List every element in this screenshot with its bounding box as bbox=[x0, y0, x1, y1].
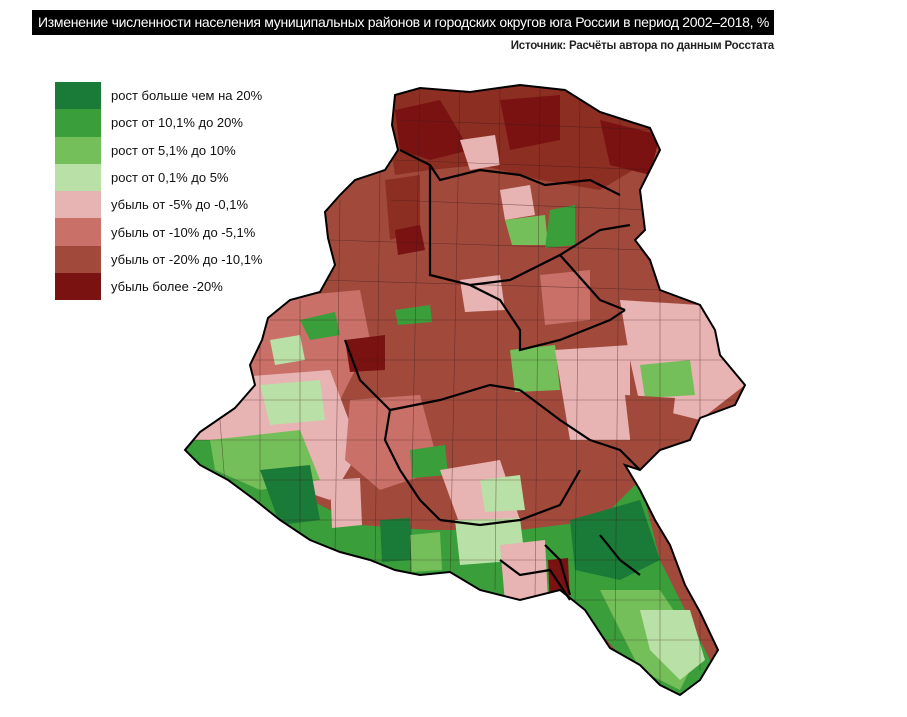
region-fill bbox=[640, 610, 705, 680]
region-fill bbox=[395, 100, 470, 160]
legend-item-growth-over-20: рост больше чем на 20% bbox=[55, 82, 263, 110]
region-fill bbox=[500, 95, 560, 150]
region-boundary bbox=[343, 339, 521, 412]
region-fill bbox=[330, 478, 362, 528]
region-boundary bbox=[559, 254, 626, 312]
region-boundary bbox=[439, 469, 581, 527]
region-boundary bbox=[383, 409, 441, 521]
legend-swatch bbox=[55, 218, 101, 246]
legend-item-growth-0-5: рост от 0,1% до 5% bbox=[55, 163, 263, 192]
region-boundary bbox=[519, 389, 641, 471]
region-fill bbox=[270, 335, 305, 365]
region-fill bbox=[260, 380, 325, 425]
region-boundary bbox=[499, 559, 571, 601]
region-fill bbox=[380, 518, 412, 562]
region-fill bbox=[510, 345, 560, 392]
region-boundary bbox=[399, 149, 621, 196]
region-fill bbox=[410, 532, 442, 572]
region-fill bbox=[345, 335, 385, 372]
legend-item-growth-10-20: рост от 10,1% до 20% bbox=[55, 109, 263, 137]
map-title: Изменение численности населения муниципа… bbox=[32, 10, 774, 35]
region-fill bbox=[540, 270, 590, 325]
region-boundary bbox=[428, 165, 631, 287]
region-fill bbox=[545, 205, 575, 248]
region-boundary bbox=[599, 534, 641, 576]
region-fill bbox=[625, 395, 675, 440]
region-fill bbox=[600, 120, 660, 175]
region-fill bbox=[385, 175, 420, 240]
legend-label: рост больше чем на 20% bbox=[111, 88, 263, 104]
legend-swatch bbox=[55, 273, 101, 301]
region-boundary bbox=[469, 284, 626, 352]
legend-label: рост от 10,1% до 20% bbox=[111, 115, 243, 131]
region-boundary bbox=[544, 544, 572, 596]
legend-label: убыль более -20% bbox=[111, 279, 223, 295]
legend-label: убыль от -10% до -5,1% bbox=[111, 224, 256, 240]
legend-swatch bbox=[55, 82, 101, 110]
legend-label: убыль от -20% до -10,1% bbox=[111, 251, 263, 267]
legend-swatch bbox=[55, 109, 101, 137]
legend-item-decline-over-20: убыль более -20% bbox=[55, 273, 263, 301]
region-fill bbox=[480, 475, 525, 512]
legend-item-decline-10-20: убыль от -20% до -10,1% bbox=[55, 245, 263, 274]
legend-swatch bbox=[55, 136, 101, 164]
region-fill bbox=[300, 312, 340, 340]
region-fill bbox=[410, 445, 448, 478]
district-boundary bbox=[190, 119, 740, 641]
region-fill bbox=[500, 540, 548, 602]
legend-item-growth-5-10: рост от 5,1% до 10% bbox=[55, 136, 263, 164]
legend-label: рост от 0,1% до 5% bbox=[111, 170, 229, 186]
region-fill bbox=[505, 215, 548, 245]
region-fill bbox=[555, 345, 630, 440]
region-fill bbox=[640, 360, 695, 398]
legend-item-decline-5-10: убыль от -10% до -5,1% bbox=[55, 218, 263, 246]
legend-item-decline-0-5: убыль от -5% до -0,1% bbox=[55, 191, 263, 219]
legend-label: рост от 5,1% до 10% bbox=[111, 142, 236, 158]
source-note: Источник: Расчёты автора по данным Росст… bbox=[510, 40, 775, 52]
region-fill bbox=[460, 135, 500, 170]
region-fill bbox=[500, 185, 535, 220]
region-fill bbox=[395, 225, 425, 255]
legend-label: убыль от -5% до -0,1% bbox=[111, 197, 249, 213]
legend-swatch bbox=[55, 191, 101, 219]
legend: рост больше чем на 20% рост от 10,1% до … bbox=[55, 82, 263, 301]
legend-swatch bbox=[55, 163, 101, 192]
legend-swatch bbox=[55, 245, 101, 274]
outer-border bbox=[183, 83, 747, 697]
